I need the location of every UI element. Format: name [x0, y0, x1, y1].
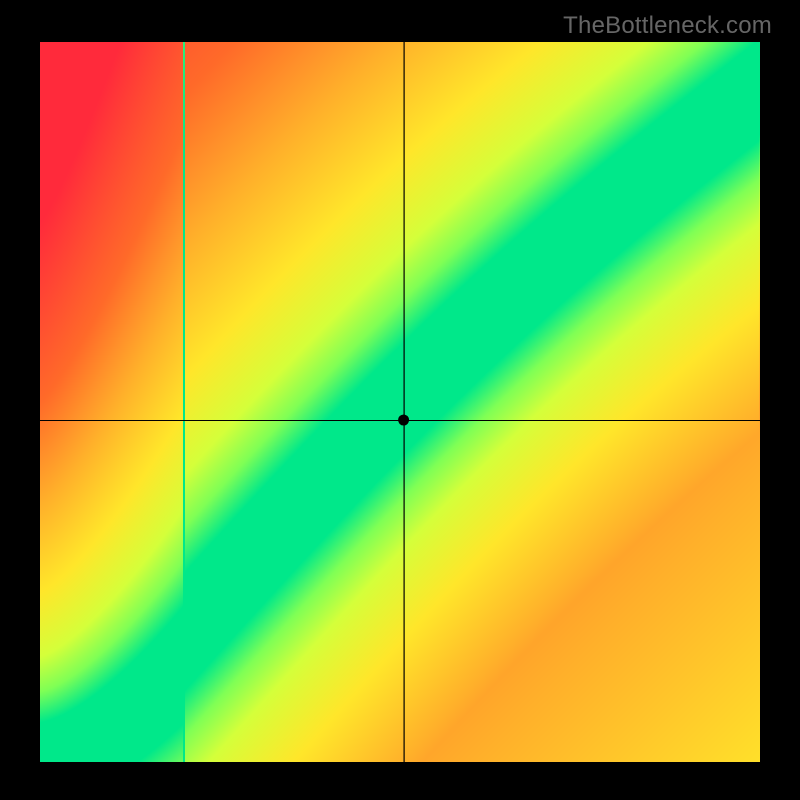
watermark-text: TheBottleneck.com — [563, 12, 772, 40]
chart-container: TheBottleneck.com — [0, 0, 800, 800]
heatmap-plot-area — [40, 42, 760, 762]
heatmap-canvas — [40, 42, 760, 762]
